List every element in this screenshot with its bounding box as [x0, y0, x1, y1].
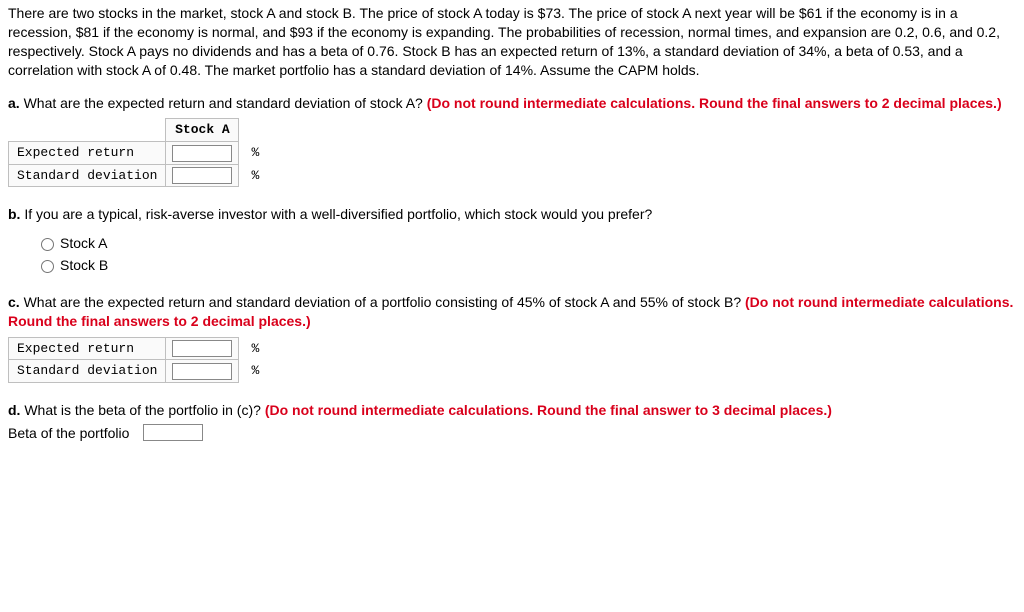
part-a-table: Stock A Expected return % Standard devia… [8, 118, 268, 187]
part-a-question: What are the expected return and standar… [24, 95, 427, 111]
part-b: b. If you are a typical, risk-averse inv… [8, 205, 1016, 275]
unit-percent: % [247, 168, 259, 183]
part-c-row1-label: Expected return [9, 337, 166, 360]
expected-return-a-input[interactable] [172, 145, 232, 162]
part-d-question: What is the beta of the portfolio in (c)… [24, 402, 264, 418]
part-a: a. What are the expected return and stan… [8, 94, 1016, 188]
part-a-hint: (Do not round intermediate calculations.… [427, 95, 1002, 111]
stock-a-radio[interactable] [41, 238, 54, 251]
stock-b-option-label: Stock B [60, 256, 108, 275]
part-d-label: d. [8, 402, 20, 418]
unit-percent: % [247, 145, 259, 160]
part-b-question: If you are a typical, risk-averse invest… [24, 206, 652, 222]
beta-input[interactable] [143, 424, 203, 441]
part-c: c. What are the expected return and stan… [8, 293, 1016, 383]
unit-percent: % [247, 363, 259, 378]
part-b-options: Stock A Stock B [36, 234, 1016, 275]
part-d-hint: (Do not round intermediate calculations.… [265, 402, 832, 418]
part-a-col-header: Stock A [166, 119, 239, 142]
part-c-question: What are the expected return and standar… [24, 294, 745, 310]
stock-a-option-label: Stock A [60, 234, 107, 253]
part-a-label: a. [8, 95, 20, 111]
part-a-row1-label: Expected return [9, 142, 166, 165]
std-dev-c-input[interactable] [172, 363, 232, 380]
expected-return-c-input[interactable] [172, 340, 232, 357]
part-c-label: c. [8, 294, 20, 310]
beta-label: Beta of the portfolio [8, 424, 129, 443]
std-dev-a-input[interactable] [172, 167, 232, 184]
part-d: d. What is the beta of the portfolio in … [8, 401, 1016, 443]
part-a-row2-label: Standard deviation [9, 164, 166, 187]
part-b-label: b. [8, 206, 20, 222]
part-c-row2-label: Standard deviation [9, 360, 166, 383]
part-c-table: Expected return % Standard deviation % [8, 337, 268, 383]
unit-percent: % [247, 341, 259, 356]
problem-intro: There are two stocks in the market, stoc… [8, 4, 1016, 80]
stock-b-radio[interactable] [41, 260, 54, 273]
